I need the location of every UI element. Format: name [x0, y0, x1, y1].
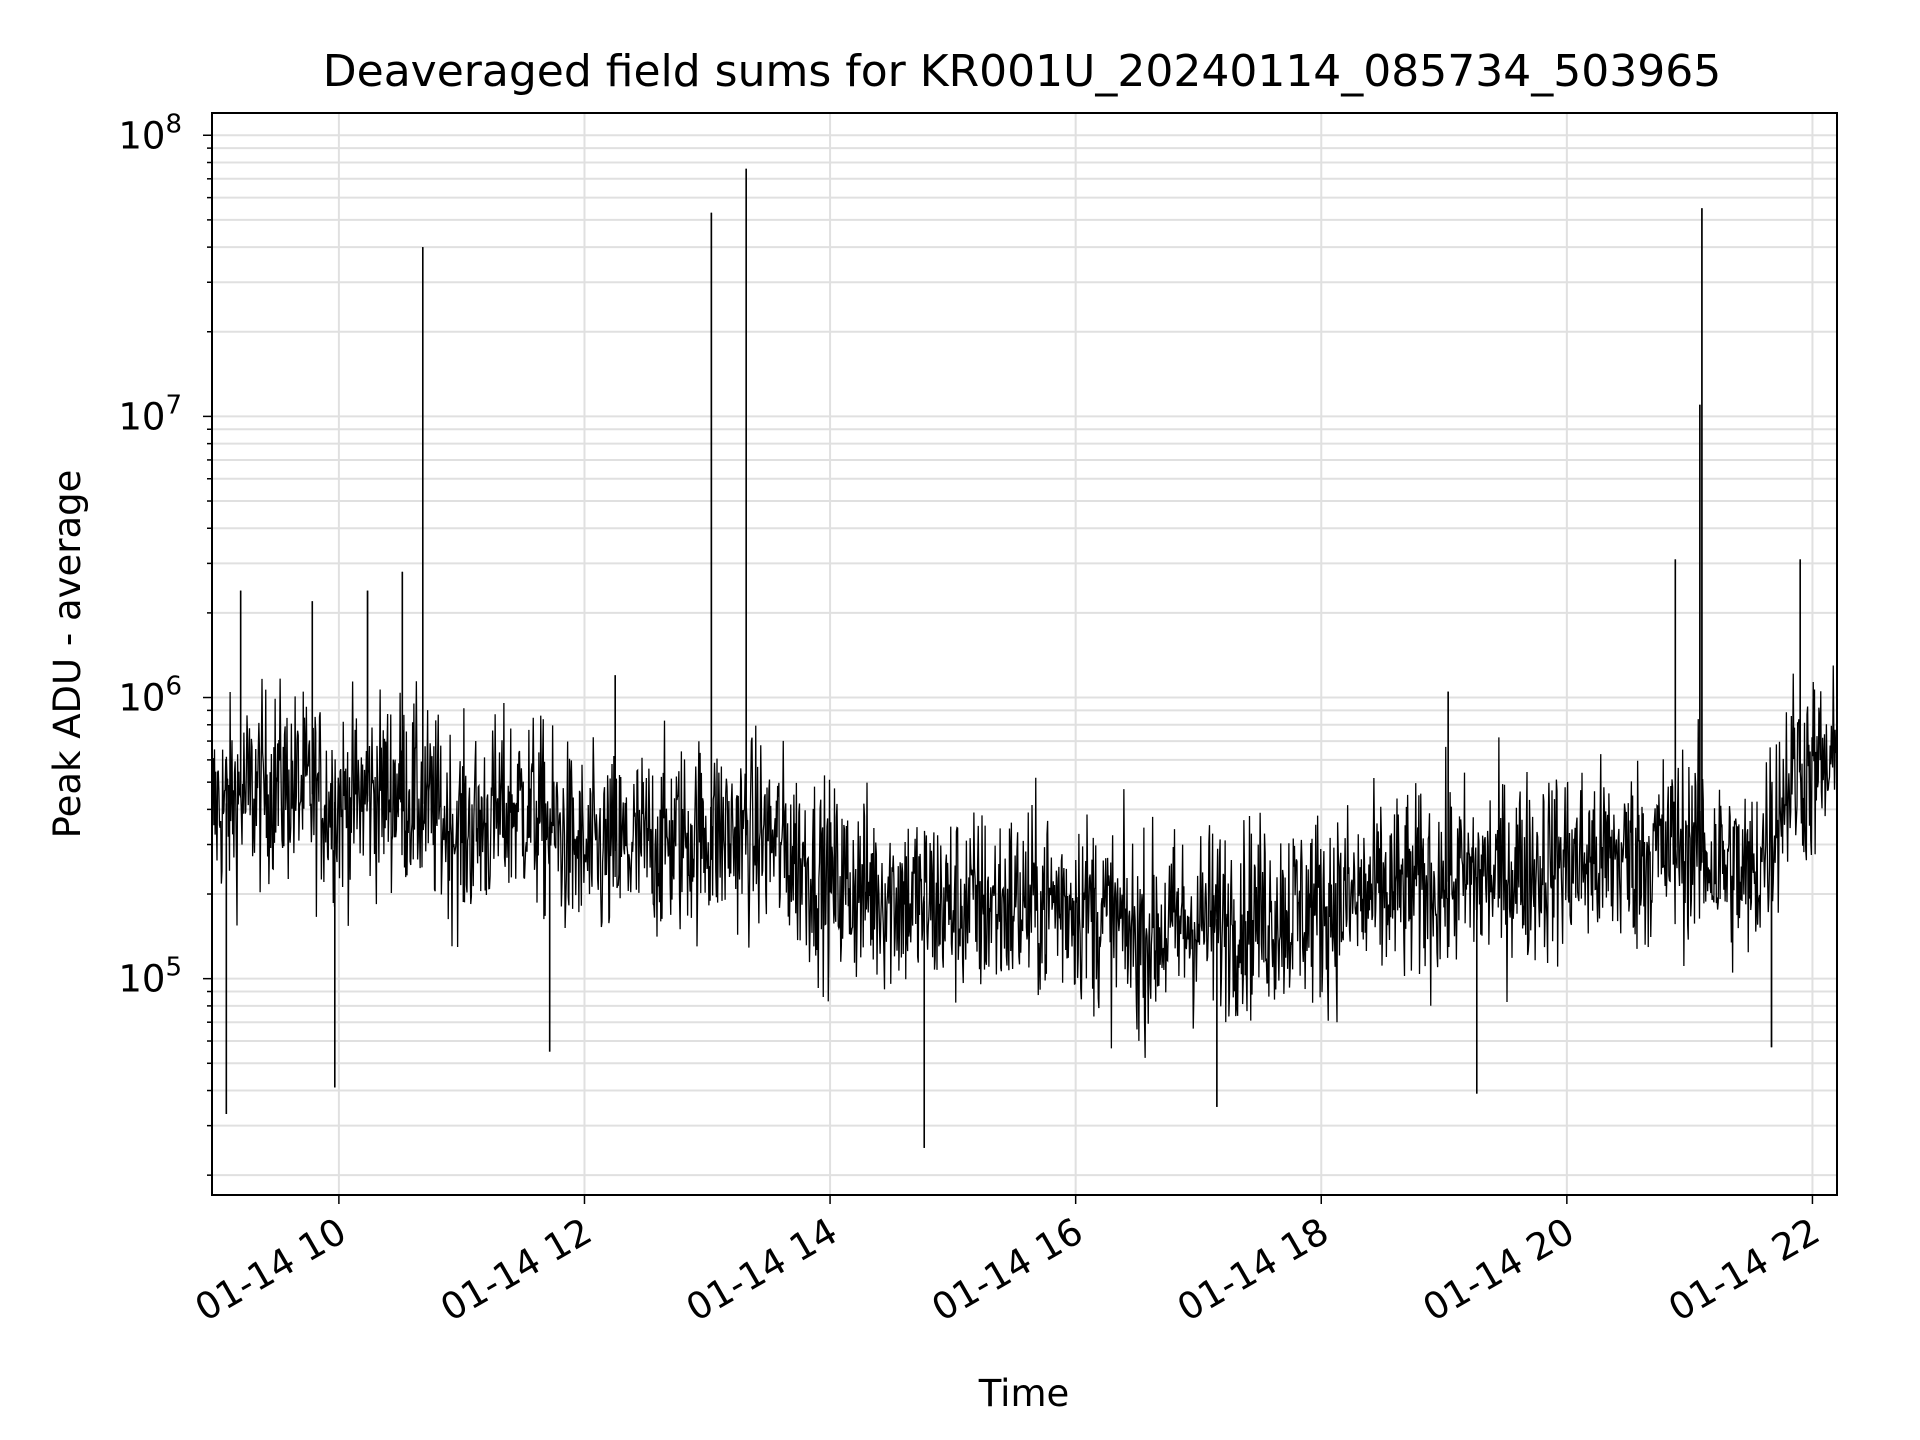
grid — [212, 113, 1837, 1195]
y-tick-label: 106 — [118, 672, 182, 720]
y-tick-label: 108 — [118, 109, 182, 157]
series-line — [212, 168, 1837, 1148]
x-axis-label: Time — [978, 1372, 1070, 1415]
y-axis-label: Peak ADU - average — [46, 470, 89, 839]
y-tick-label: 105 — [118, 953, 182, 1001]
y-axis: 105 106 107 108 — [118, 109, 212, 1176]
y-tick-label: 107 — [118, 390, 182, 438]
chart-title: Deaveraged field sums for KR001U_2024011… — [323, 46, 1721, 97]
axes-frame — [211, 112, 1838, 1196]
plot-area — [212, 168, 1837, 1148]
